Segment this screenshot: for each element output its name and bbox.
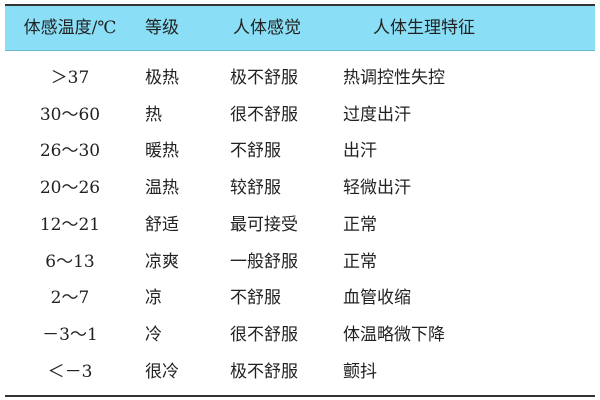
cell-physiology: 血管收缩 (343, 288, 411, 309)
cell-physiology: 体温略微下降 (343, 324, 445, 345)
cell-feeling: 最可接受 (230, 214, 298, 235)
cell-physiology: 颤抖 (343, 361, 377, 382)
cell-temperature: －3～1 (42, 324, 98, 345)
table-bottom-rule (5, 395, 595, 397)
header-level: 等级 (145, 18, 179, 38)
table-header-row (5, 6, 595, 51)
cell-temperature: ＞37 (50, 68, 90, 88)
cell-feeling: 不舒服 (230, 288, 281, 309)
cell-physiology: 热调控性失控 (343, 68, 445, 88)
header-human-feeling: 人体感觉 (233, 18, 301, 38)
cell-temperature: 6～13 (45, 251, 95, 272)
cell-feeling: 不舒服 (230, 141, 281, 162)
cell-level: 暖热 (145, 141, 179, 162)
cell-physiology: 轻微出汗 (343, 178, 411, 199)
cell-temperature: 2～7 (50, 288, 90, 309)
cell-feeling: 很不舒服 (230, 104, 298, 125)
cell-feeling: 较舒服 (230, 178, 281, 199)
cell-temperature: 20～26 (39, 178, 101, 199)
table-top-rule (5, 4, 595, 6)
cell-physiology: 出汗 (343, 141, 377, 162)
header-physiological-traits: 人体生理特征 (373, 18, 475, 38)
cell-feeling: 极不舒服 (230, 68, 298, 88)
cell-level: 热 (145, 104, 162, 125)
cell-temperature: 12～21 (39, 214, 101, 235)
cell-level: 极热 (145, 68, 179, 88)
cell-level: 冷 (145, 324, 162, 345)
cell-temperature: ＜－3 (47, 361, 93, 382)
header-feels-like-temperature: 体感温度/℃ (23, 18, 117, 38)
cell-level: 舒适 (145, 214, 179, 235)
cell-level: 凉爽 (145, 251, 179, 272)
cell-physiology: 正常 (343, 251, 377, 272)
cell-temperature: 26～30 (39, 141, 101, 162)
cell-physiology: 过度出汗 (343, 104, 411, 125)
cell-temperature: 30～60 (39, 104, 101, 125)
cell-level: 温热 (145, 178, 179, 199)
cell-level: 很冷 (145, 361, 179, 382)
cell-feeling: 很不舒服 (230, 324, 298, 345)
cell-level: 凉 (145, 288, 162, 309)
cell-feeling: 一般舒服 (230, 251, 298, 272)
cell-physiology: 正常 (343, 214, 377, 235)
cell-feeling: 极不舒服 (230, 361, 298, 382)
